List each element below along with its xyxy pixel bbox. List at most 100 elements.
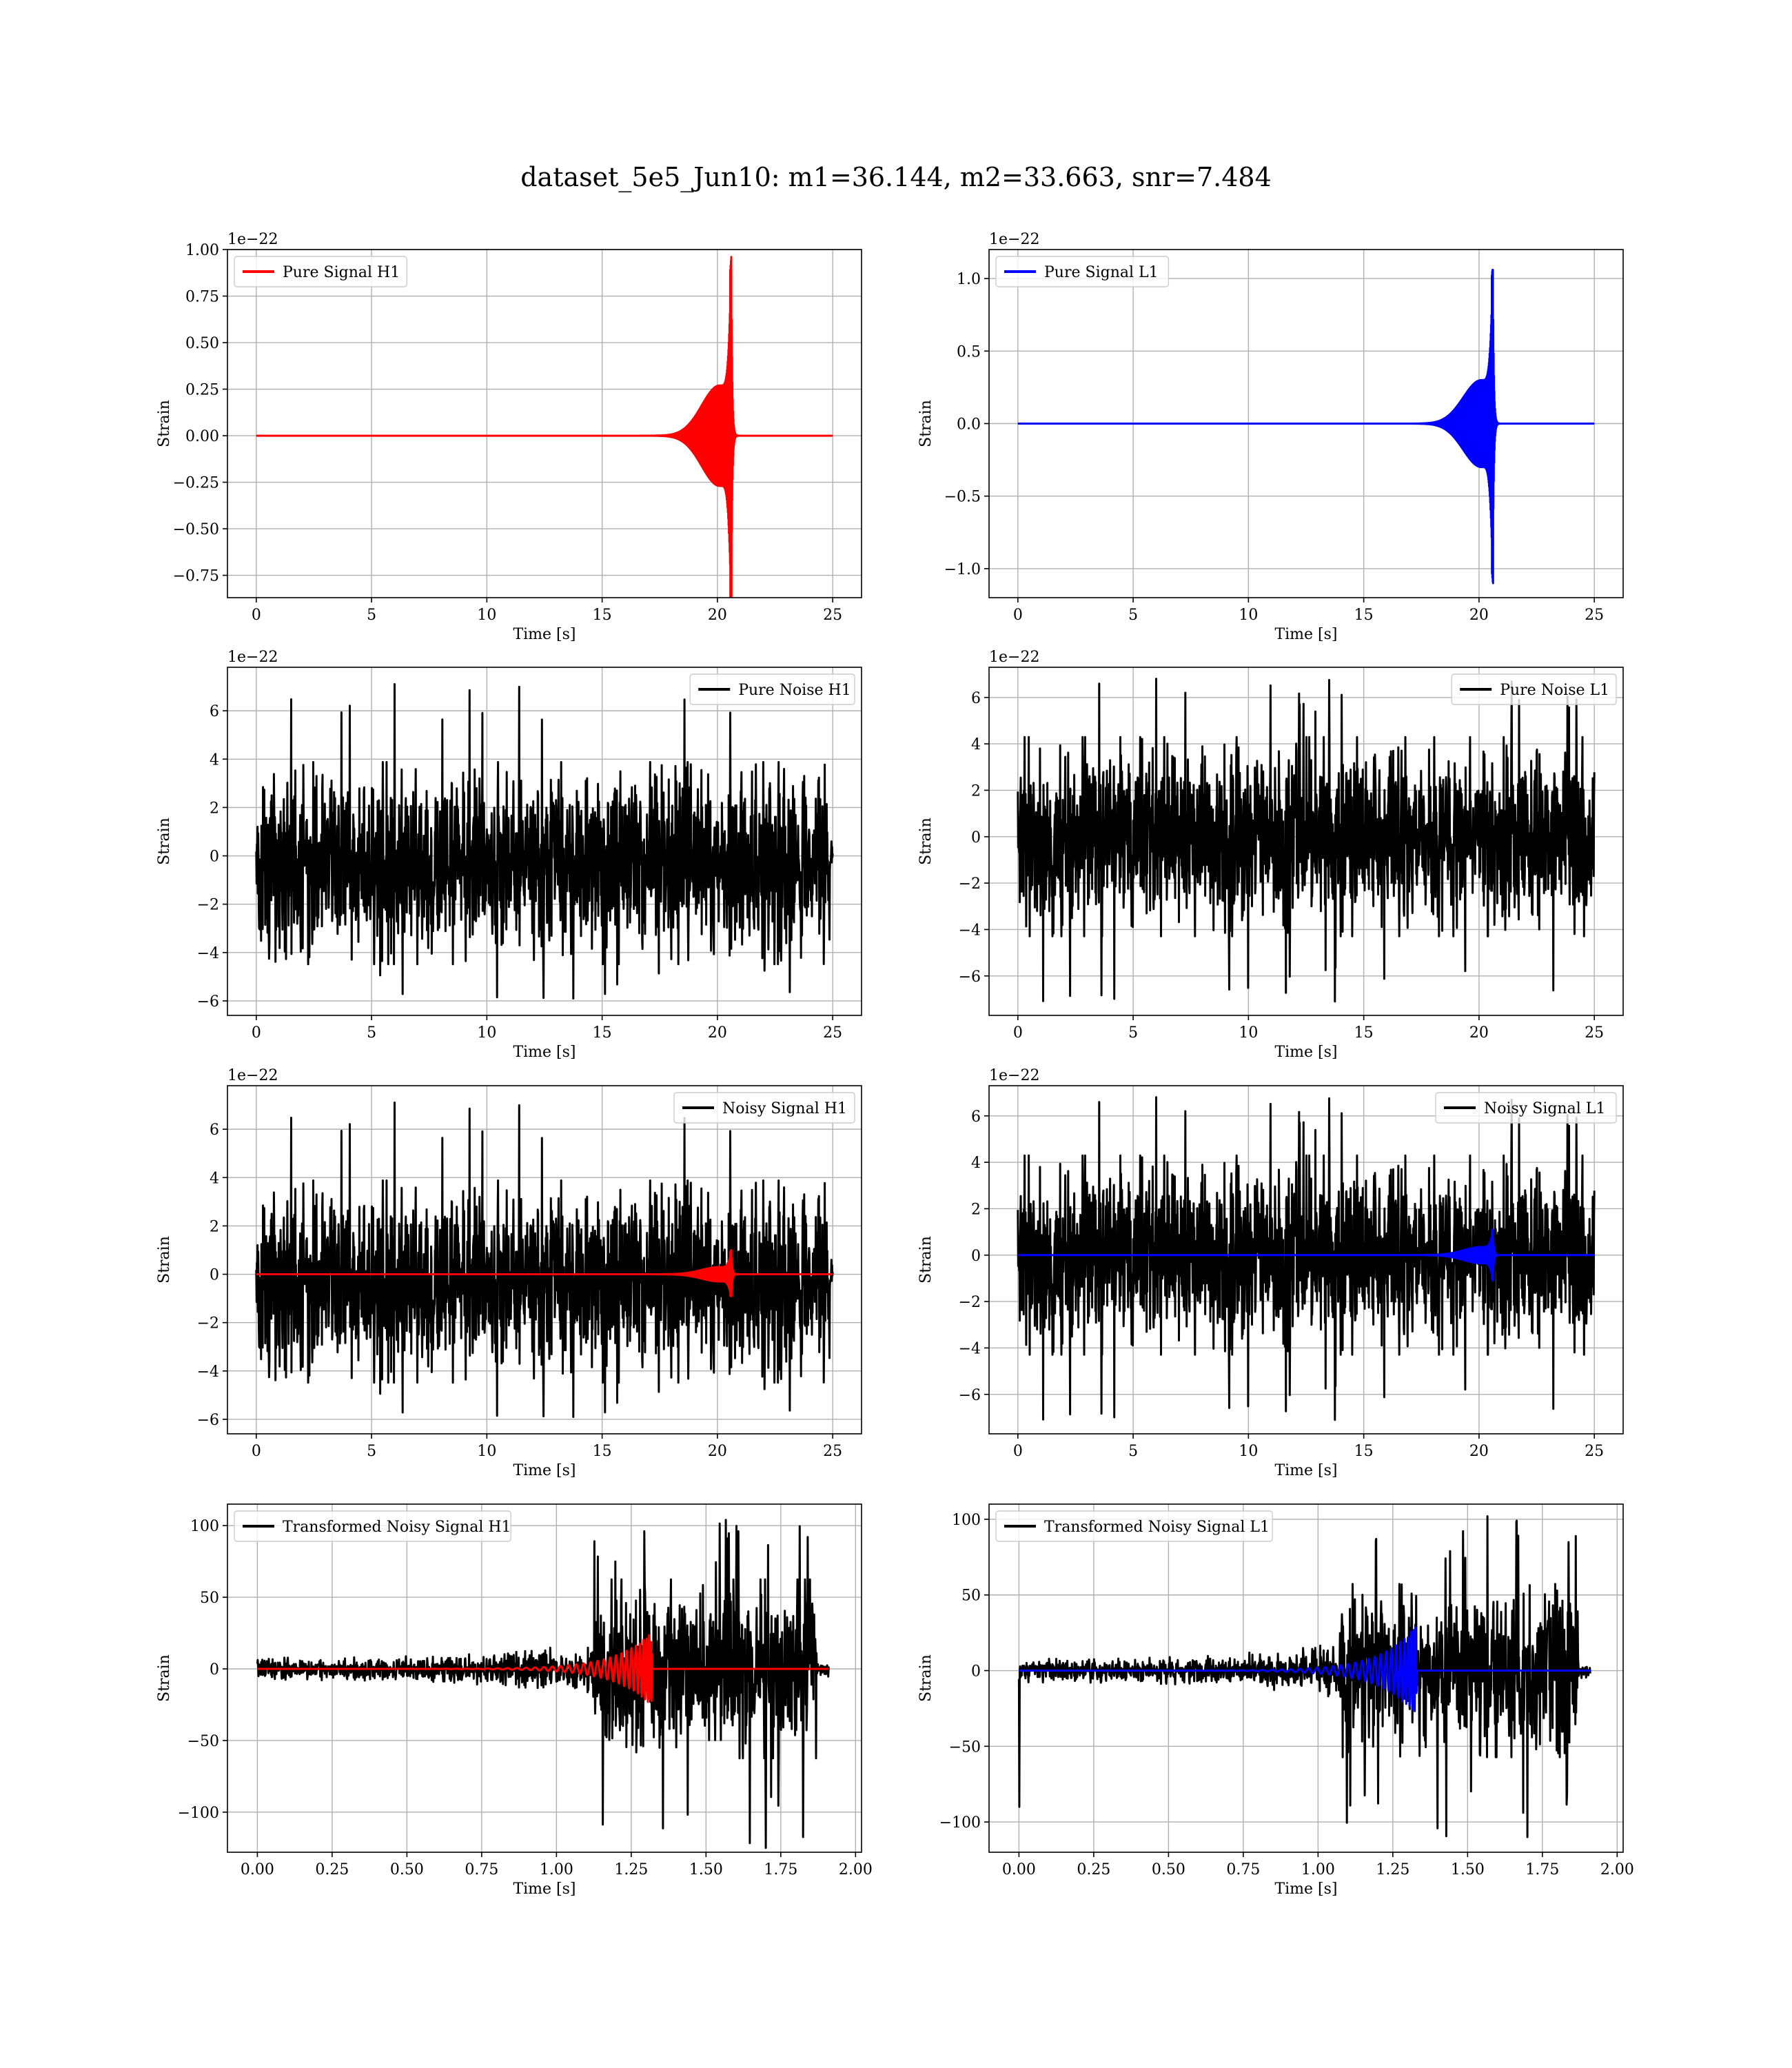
legend: Pure Signal H1 bbox=[234, 256, 408, 287]
x-tick-label: 0.50 bbox=[390, 1861, 424, 1878]
x-axis-label: Time [s] bbox=[513, 626, 576, 643]
x-tick-label: 0.50 bbox=[1152, 1861, 1185, 1878]
y-offset-label: 1e−22 bbox=[227, 1067, 278, 1084]
y-tick-label: −4 bbox=[959, 922, 981, 939]
y-axis-label: Strain bbox=[917, 400, 935, 447]
axes-frame bbox=[227, 1085, 862, 1435]
x-tick-label: 5 bbox=[1128, 607, 1138, 624]
legend-box bbox=[234, 256, 408, 287]
legend: Pure Noise H1 bbox=[689, 673, 855, 705]
x-tick-label: 10 bbox=[477, 1443, 496, 1460]
x-tick-label: 0.75 bbox=[1226, 1861, 1260, 1878]
y-tick-label: −50 bbox=[949, 1738, 981, 1756]
x-tick-label: 0.25 bbox=[315, 1861, 349, 1878]
legend-label: Noisy Signal L1 bbox=[1484, 1100, 1605, 1117]
x-tick-label: 20 bbox=[708, 1443, 727, 1460]
x-tick-label: 20 bbox=[1469, 607, 1489, 624]
legend-label: Noisy Signal H1 bbox=[722, 1100, 847, 1117]
y-tick-label: −2 bbox=[197, 1315, 219, 1332]
x-tick-label: 10 bbox=[1239, 1024, 1258, 1042]
x-tick-label: 1.75 bbox=[764, 1861, 797, 1878]
chart-panel-pure-noise-h1: 0 5 10 15 20 25 −6 −4 −2 0 2 4 6 Time [s] Strain 1e−22 P… bbox=[156, 649, 862, 1061]
series-line-pure-noise-h1 bbox=[255, 683, 834, 1000]
figure-title: dataset_5e5_Jun10: m1=36.144, m2=33.663,… bbox=[520, 162, 1272, 193]
x-tick-label: 5 bbox=[367, 1443, 376, 1460]
legend-box bbox=[673, 1092, 855, 1124]
y-tick-label: 2 bbox=[971, 782, 981, 800]
y-axis-label: Strain bbox=[156, 1654, 173, 1702]
y-axis-label: Strain bbox=[156, 818, 173, 865]
y-offset-label: 1e−22 bbox=[989, 649, 1039, 666]
plot-area bbox=[1017, 269, 1596, 585]
y-tick-label: −50 bbox=[187, 1733, 219, 1750]
y-tick-label: 1.0 bbox=[957, 271, 981, 288]
y-tick-label: 0.00 bbox=[185, 428, 219, 445]
y-tick-label: −0.50 bbox=[173, 521, 219, 538]
legend-label: Pure Noise L1 bbox=[1500, 682, 1609, 699]
x-tick-label: 10 bbox=[1239, 1443, 1258, 1460]
y-tick-label: 50 bbox=[961, 1588, 981, 1605]
legend-box bbox=[995, 1510, 1273, 1542]
x-tick-label: 0 bbox=[252, 1443, 261, 1460]
x-tick-label: 25 bbox=[823, 1443, 842, 1460]
x-axis-label: Time [s] bbox=[1274, 626, 1337, 643]
y-tick-label: −6 bbox=[959, 969, 981, 986]
x-axis-label: Time [s] bbox=[513, 1044, 576, 1061]
y-tick-label: 2 bbox=[971, 1201, 981, 1218]
y-axis-label: Strain bbox=[917, 818, 935, 865]
y-tick-label: 0 bbox=[971, 1663, 981, 1681]
y-tick-label: 6 bbox=[210, 703, 219, 720]
legend-label: Pure Signal L1 bbox=[1044, 264, 1159, 281]
plot-area bbox=[1017, 1515, 1591, 1838]
x-tick-label: 25 bbox=[1585, 1443, 1604, 1460]
series-line-overlay-1 bbox=[1017, 1228, 1596, 1282]
series-line-pure-signal-l1 bbox=[1017, 269, 1596, 585]
x-tick-label: 1.50 bbox=[1451, 1861, 1485, 1878]
x-tick-label: 15 bbox=[593, 1443, 612, 1460]
x-tick-label: 15 bbox=[1354, 607, 1374, 624]
y-tick-label: −6 bbox=[959, 1387, 981, 1404]
x-tick-label: 0 bbox=[252, 1024, 261, 1042]
x-tick-label: 20 bbox=[1469, 1024, 1489, 1042]
legend-label: Pure Signal H1 bbox=[283, 264, 400, 281]
x-tick-label: 10 bbox=[477, 1024, 496, 1042]
legend: Transformed Noisy Signal H1 bbox=[234, 1510, 511, 1542]
chart-panel-transformed-noisy-signal-l1: 0.00 0.25 0.50 0.75 1.00 1.25 1.50 1.75 2.00 −100… bbox=[917, 1503, 1634, 1898]
x-tick-label: 15 bbox=[593, 1024, 612, 1042]
x-tick-label: 20 bbox=[708, 1024, 727, 1042]
y-axis-label: Strain bbox=[917, 1654, 935, 1702]
x-tick-label: 25 bbox=[823, 607, 842, 624]
y-tick-label: −4 bbox=[959, 1340, 981, 1357]
y-tick-label: 0 bbox=[210, 1267, 219, 1284]
y-tick-label: 4 bbox=[971, 1155, 981, 1172]
y-tick-label: −100 bbox=[939, 1814, 981, 1832]
y-offset-label: 1e−22 bbox=[227, 231, 278, 248]
x-tick-label: 10 bbox=[1239, 607, 1258, 624]
y-tick-label: 100 bbox=[190, 1518, 219, 1535]
x-axis-label: Time [s] bbox=[1274, 1462, 1337, 1479]
y-tick-label: 0.25 bbox=[185, 382, 219, 399]
y-tick-label: 4 bbox=[971, 736, 981, 753]
y-tick-label: −2 bbox=[197, 897, 219, 914]
y-tick-label: 2 bbox=[210, 1218, 219, 1235]
legend-label: Pure Noise H1 bbox=[738, 682, 851, 699]
legend: Pure Signal L1 bbox=[995, 256, 1170, 287]
chart-panel-noisy-signal-l1: 0 5 10 15 20 25 −6 −4 −2 0 2 4 6 Time [s] Strain 1e−22 N… bbox=[917, 1067, 1624, 1479]
y-tick-label: −2 bbox=[959, 875, 981, 893]
plot-area bbox=[255, 1102, 834, 1418]
y-tick-label: 0 bbox=[210, 849, 219, 866]
y-tick-label: 2 bbox=[210, 800, 219, 817]
x-tick-label: 1.50 bbox=[689, 1861, 723, 1878]
legend: Noisy Signal L1 bbox=[1435, 1092, 1617, 1124]
y-tick-label: 0 bbox=[210, 1661, 219, 1679]
chart-panel-pure-signal-l1: 0 5 10 15 20 25 −1.0 −0.5 0.0 0.5 1.0 Time [s] Strai… bbox=[917, 231, 1624, 643]
y-offset-label: 1e−22 bbox=[989, 231, 1039, 248]
legend: Noisy Signal H1 bbox=[673, 1092, 855, 1124]
x-tick-label: 2.00 bbox=[1600, 1861, 1634, 1878]
y-tick-label: −4 bbox=[197, 1364, 219, 1381]
axes-frame bbox=[988, 1085, 1624, 1435]
plot-area bbox=[256, 1519, 830, 1849]
y-tick-label: 0.0 bbox=[957, 416, 981, 434]
x-axis-label: Time [s] bbox=[513, 1462, 576, 1479]
